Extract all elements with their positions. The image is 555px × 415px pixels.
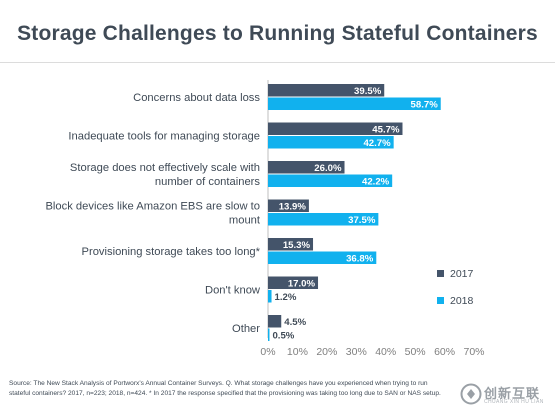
watermark-text: 创新互联 xyxy=(484,386,541,401)
bar-2017-inadequate-tools xyxy=(268,122,403,135)
x-tick-label: 0% xyxy=(260,346,275,358)
data-label-2018-dont-know: 1.2% xyxy=(275,292,297,303)
data-label-2017-dont-know: 17.0% xyxy=(288,278,316,289)
x-tick-label: 40% xyxy=(375,346,396,358)
bar-2017-block-devices xyxy=(268,199,309,212)
data-label-2018-data-loss: 58.7% xyxy=(411,99,439,110)
bar-2018-other xyxy=(268,328,270,341)
watermark-subtext: CHUANG XIN HU LIAN xyxy=(484,399,544,405)
category-label-block-devices: Block devices like Amazon EBS are slow t… xyxy=(45,201,260,227)
category-label-inadequate-tools: Inadequate tools for managing storage xyxy=(68,131,260,143)
bar-2018-scale xyxy=(268,174,393,187)
bar-2018-provisioning xyxy=(268,251,377,264)
category-label-provisioning: Provisioning storage takes too long* xyxy=(82,246,261,258)
bar-chart: Concerns about data loss 39.5% 58.7% Inadeq… xyxy=(45,80,485,358)
legend-swatch-2018 xyxy=(437,297,444,304)
title-divider xyxy=(0,62,555,63)
x-tick-label: 20% xyxy=(316,346,337,358)
chart-title: Storage Challenges to Running Stateful C… xyxy=(17,22,538,45)
x-tick-label: 60% xyxy=(434,346,455,358)
data-label-2017-block-devices: 13.9% xyxy=(279,201,307,212)
data-label-2017-provisioning: 15.3% xyxy=(283,240,311,251)
data-label-2018-inadequate-tools: 42.7% xyxy=(363,138,391,149)
data-label-2017-other: 4.5% xyxy=(284,317,306,328)
data-label-2017-data-loss: 39.5% xyxy=(354,86,382,97)
x-tick-label: 30% xyxy=(346,346,367,358)
data-label-2017-scale: 26.0% xyxy=(314,163,342,174)
data-label-2018-other: 0.5% xyxy=(272,330,294,341)
bar-2017-data-loss xyxy=(268,84,385,97)
legend-label-2017: 2017 xyxy=(450,268,474,280)
legend-swatch-2017 xyxy=(437,270,444,277)
bar-2017-dont-know xyxy=(268,276,319,289)
bar-2017-scale xyxy=(268,161,345,174)
legend-label-2018: 2018 xyxy=(450,295,474,307)
data-label-2018-scale: 42.2% xyxy=(362,176,390,187)
category-label-other: Other xyxy=(232,323,260,335)
watermark-logo: 创新互联 CHUANG XIN HU LIAN xyxy=(460,380,552,410)
category-label-data-loss: Concerns about data loss xyxy=(133,92,260,104)
x-tick-label: 10% xyxy=(287,346,308,358)
bar-2017-provisioning xyxy=(268,238,314,251)
bar-2017-other xyxy=(268,315,282,328)
bar-2018-block-devices xyxy=(268,213,379,226)
data-label-2017-inadequate-tools: 45.7% xyxy=(372,124,400,135)
bar-2018-dont-know xyxy=(268,290,272,303)
category-label-scale: Storage does not effectively scale with n… xyxy=(70,162,260,188)
data-label-2018-provisioning: 36.8% xyxy=(346,253,374,264)
x-tick-label: 50% xyxy=(405,346,426,358)
x-tick-label: 70% xyxy=(463,346,484,358)
bar-2018-data-loss xyxy=(268,97,441,110)
logo-icon xyxy=(460,383,482,405)
source-note: Source: The New Stack Analysis of Portwo… xyxy=(9,380,441,397)
category-label-dont-know: Don't know xyxy=(205,285,261,297)
bar-2018-inadequate-tools xyxy=(268,136,394,149)
data-label-2018-block-devices: 37.5% xyxy=(348,215,376,226)
